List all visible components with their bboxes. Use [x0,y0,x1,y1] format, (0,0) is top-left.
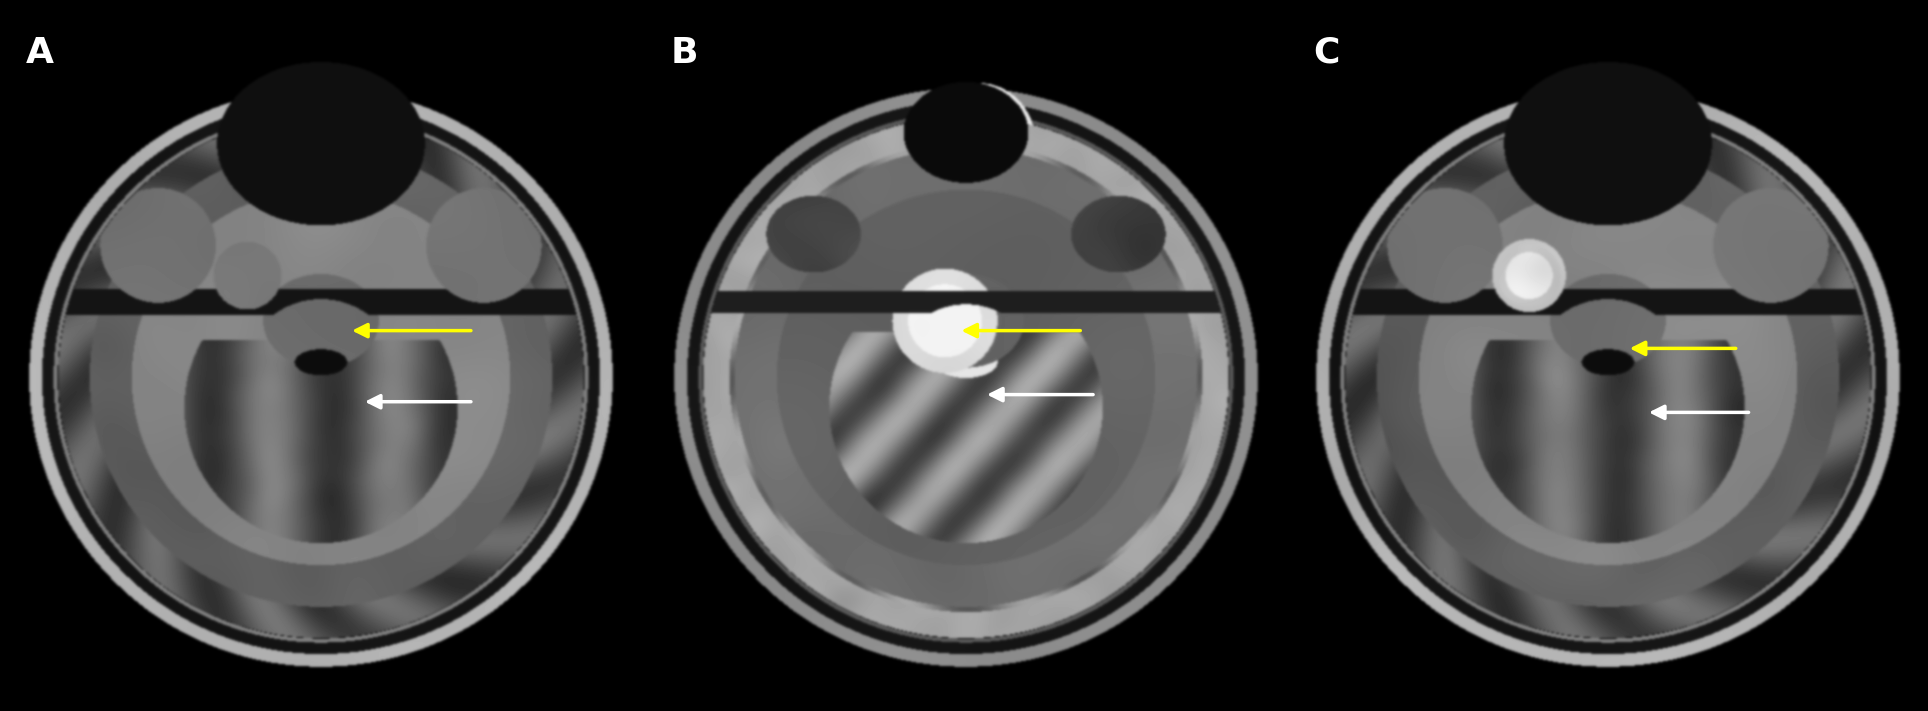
Text: A: A [25,36,54,70]
Text: C: C [1313,36,1340,70]
Text: B: B [671,36,698,70]
